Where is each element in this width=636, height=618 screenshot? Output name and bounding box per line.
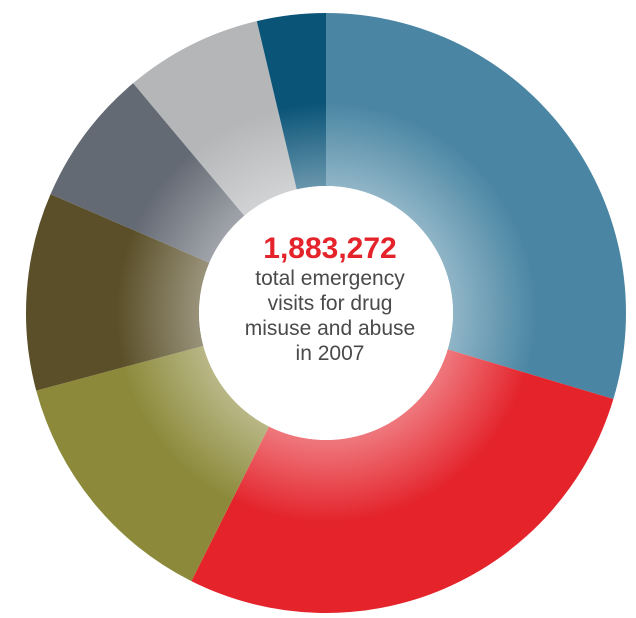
- center-text-line-4: in 2007: [295, 342, 365, 365]
- center-text-line-2: visits for drug: [267, 292, 393, 315]
- donut-hole: [199, 186, 453, 440]
- center-text-line-3: misuse and abuse: [244, 317, 416, 340]
- center-text-line-1: total emergency: [255, 267, 405, 290]
- center-label: 1,883,272 total emergency visits for dru…: [190, 232, 470, 366]
- total-visits-number: 1,883,272: [263, 232, 397, 265]
